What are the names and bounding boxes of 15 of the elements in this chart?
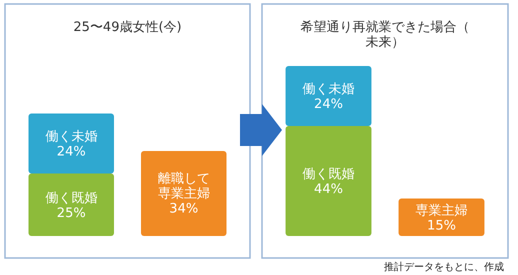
series-label: 働く未婚 — [302, 82, 354, 97]
series-label: 専業主婦 — [416, 202, 468, 218]
chart-title: 希望通り再就業できた場合（未来） — [300, 20, 470, 50]
series-label: 働く未婚 — [45, 130, 98, 144]
series-label: 働く既婚 — [302, 167, 354, 182]
series-label: 離職して専業主婦 — [158, 172, 210, 202]
chart-title: 25〜49歳女性(今) — [73, 20, 182, 35]
data-label: 24% — [56, 144, 86, 160]
data-label: 34% — [169, 202, 198, 216]
series-label: 働く既婚 — [45, 190, 98, 206]
data-label: 15% — [427, 218, 456, 234]
data-label: 24% — [314, 97, 343, 112]
data-label: 25% — [56, 206, 86, 221]
text: 推計データをもとに、作成 — [384, 261, 504, 273]
data-label: 44% — [314, 182, 343, 197]
